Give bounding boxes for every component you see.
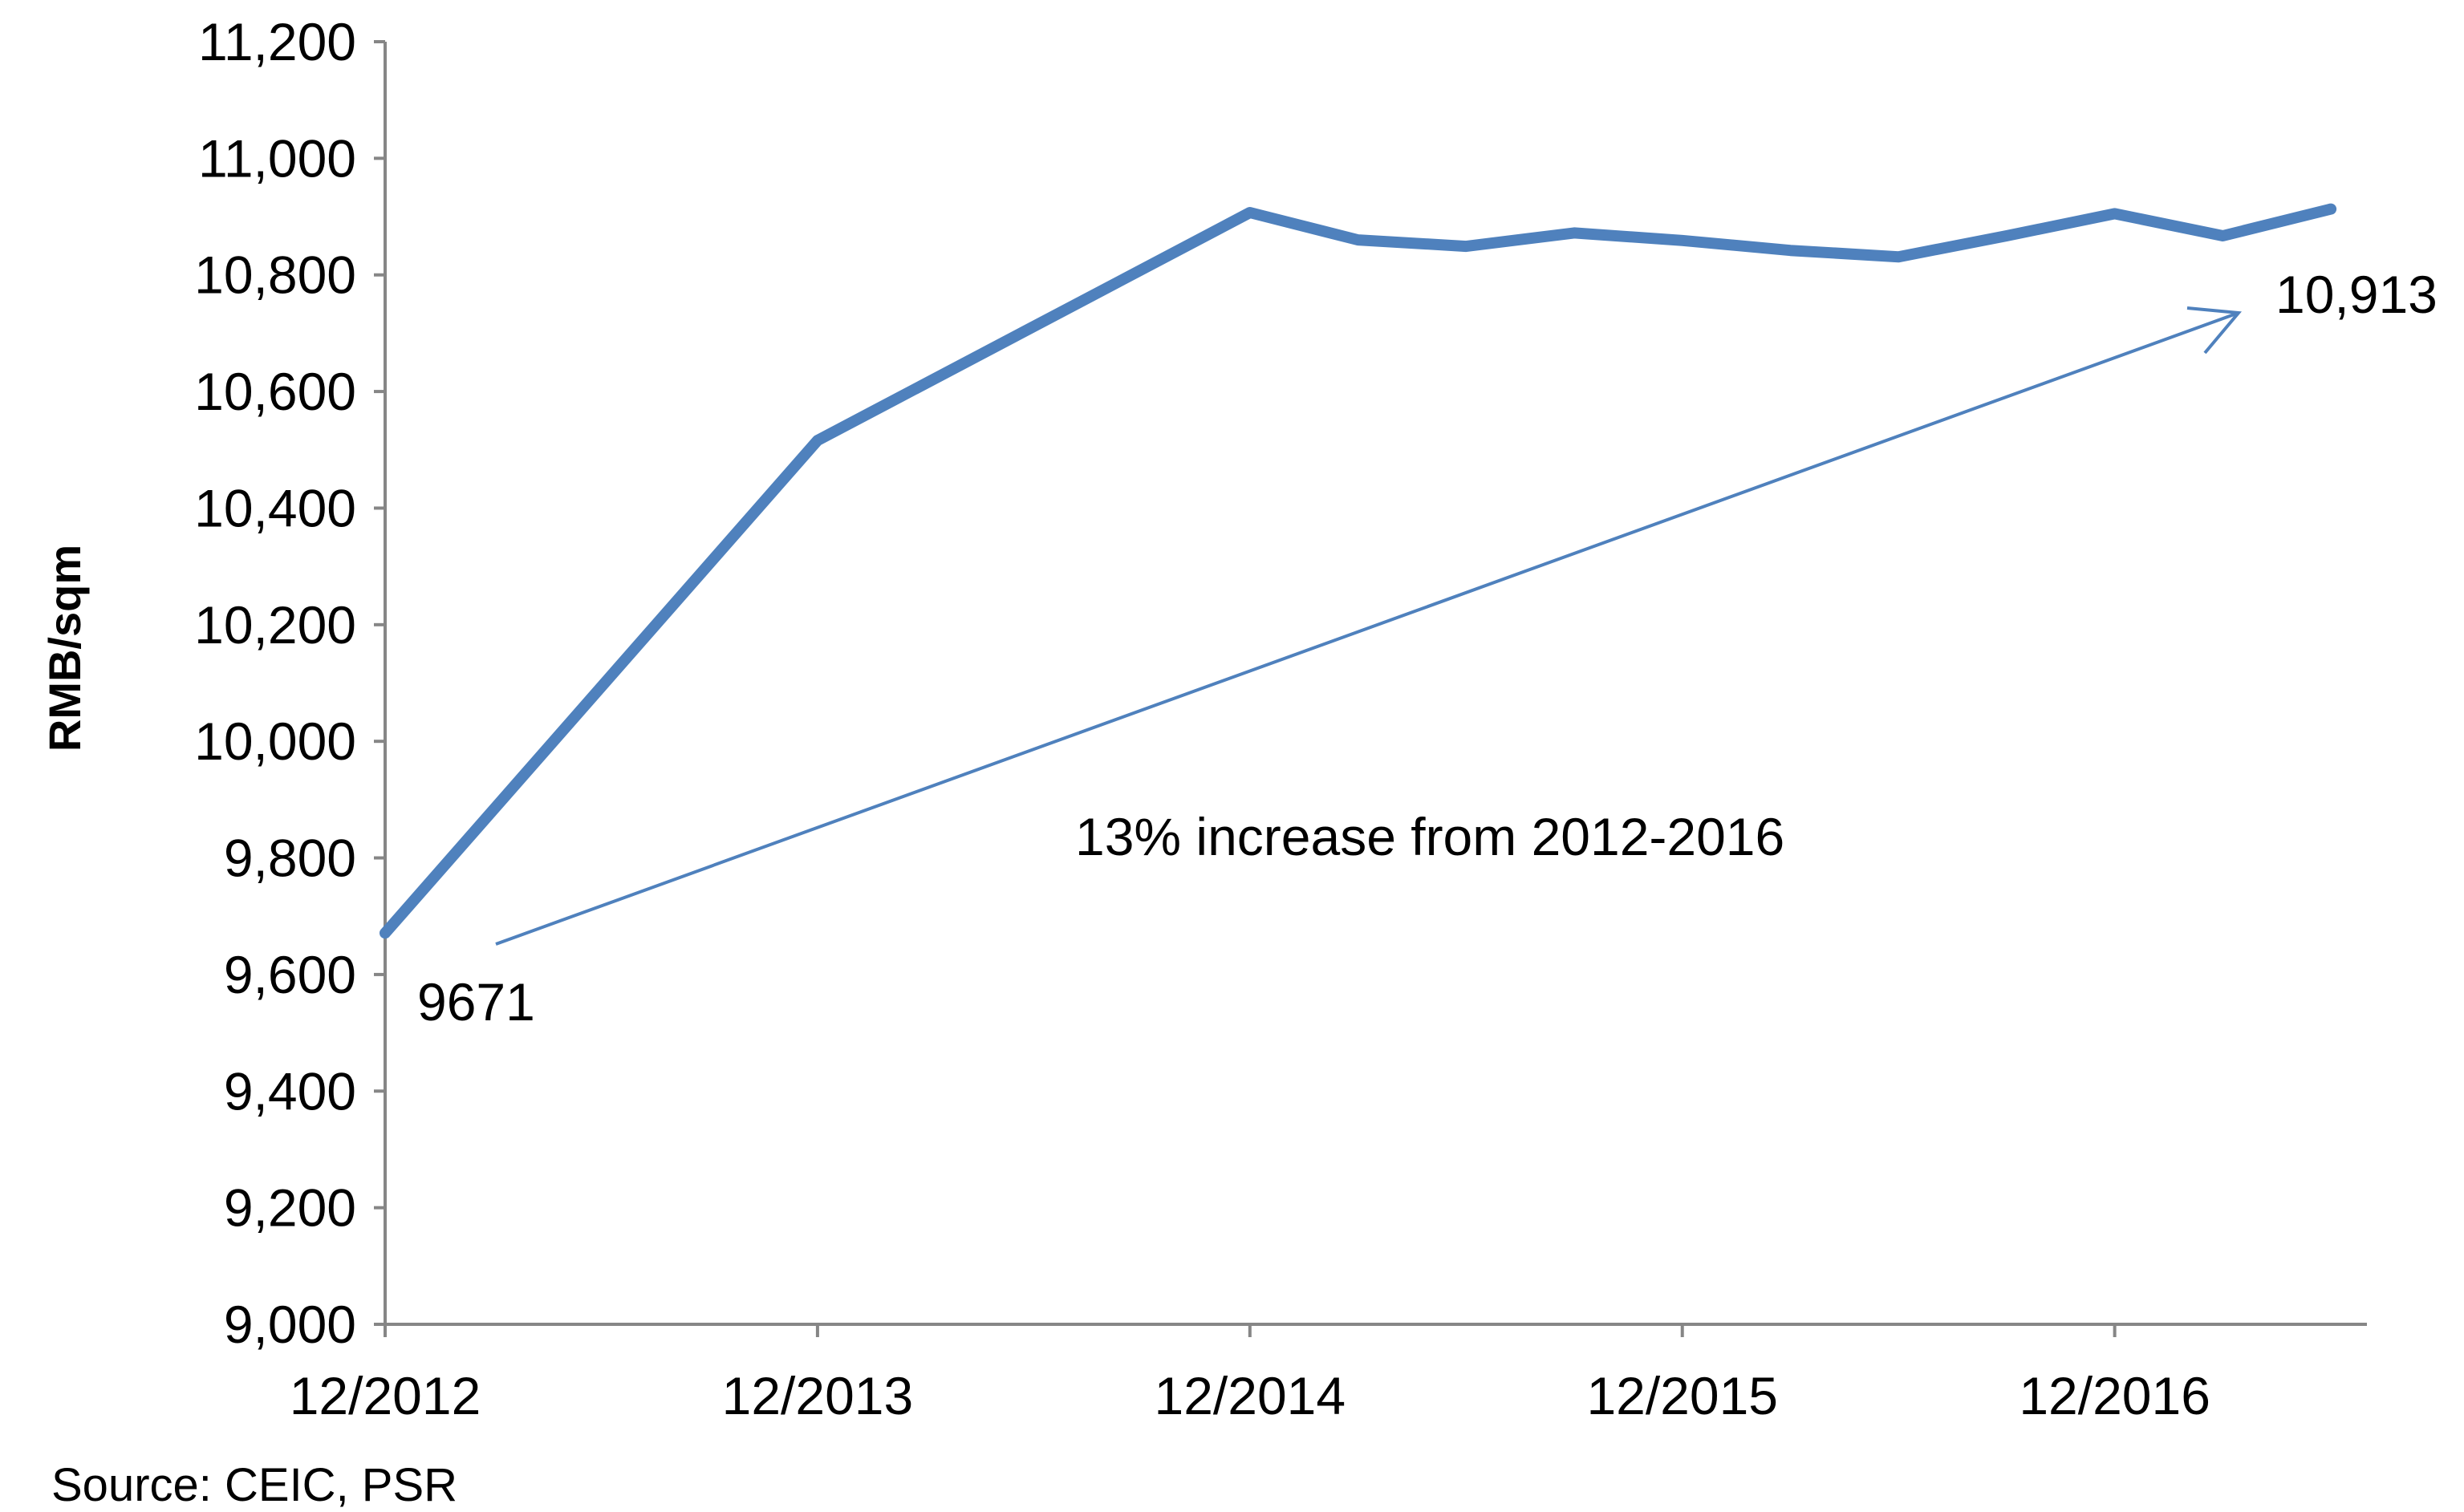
x-tick-label: 12/2013 [722, 1366, 914, 1425]
x-tick-label: 12/2012 [290, 1366, 481, 1425]
source-note: Source: CEIC, PSR [51, 1458, 457, 1512]
y-tick-label: 10,200 [194, 595, 356, 655]
y-tick-label: 10,600 [194, 362, 356, 421]
x-tick-label: 12/2014 [1155, 1366, 1346, 1425]
y-tick-label: 10,000 [194, 711, 356, 771]
y-tick-label: 11,000 [198, 128, 356, 188]
x-tick-label: 12/2015 [1586, 1366, 1778, 1425]
end-value-label: 10,913 [2275, 265, 2438, 324]
y-axis-title: RMB/sqm [39, 545, 90, 752]
y-tick-label: 9,400 [224, 1061, 356, 1121]
trend-annotation: 13% increase from 2012-2016 [1075, 807, 1784, 866]
y-tick-label: 9,600 [224, 945, 356, 1004]
x-tick-label: 12/2016 [2019, 1366, 2210, 1425]
y-tick-label: 10,800 [194, 245, 356, 305]
y-tick-label: 9,000 [224, 1295, 356, 1354]
y-tick-label: 10,400 [194, 478, 356, 537]
start-value-label: 9671 [417, 972, 535, 1032]
y-tick-label: 11,200 [198, 12, 356, 71]
annotations: 9671 10,913 13% increase from 2012-2016 [417, 265, 2438, 1032]
y-tick-label: 9,200 [224, 1178, 356, 1238]
y-tick-label: 9,800 [224, 829, 356, 888]
x-axis: 12/2012 12/2013 12/2014 12/2015 12/2016 [290, 1324, 2367, 1425]
y-axis: 9,000 9,200 9,400 9,600 9,800 10,000 10,200 10,… [194, 12, 385, 1354]
